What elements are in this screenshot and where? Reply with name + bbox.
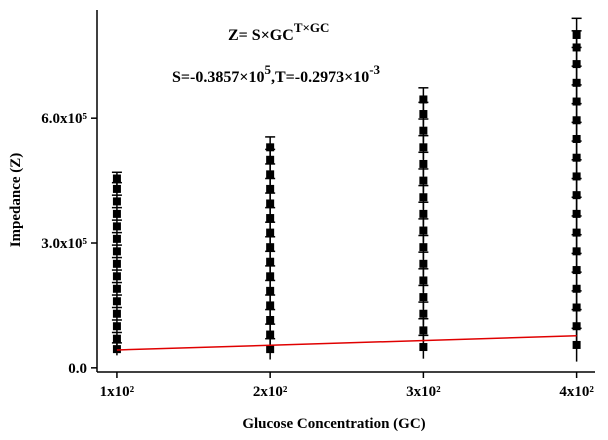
annotation-text: Z= S×GC — [228, 27, 294, 44]
data-point — [419, 110, 428, 119]
annotation-superscript: -3 — [369, 62, 380, 77]
data-point — [266, 243, 275, 252]
data-point — [419, 226, 428, 235]
data-point — [266, 315, 275, 324]
data-point — [572, 78, 581, 87]
data-point — [419, 143, 428, 152]
data-point — [572, 340, 581, 349]
annotation-text: S=-0.3857×10 — [172, 69, 264, 86]
data-point — [266, 184, 275, 193]
data-point — [266, 286, 275, 295]
data-point — [572, 30, 581, 39]
data-point — [572, 153, 581, 162]
data-point — [112, 345, 121, 354]
data-point — [572, 97, 581, 106]
data-point — [112, 222, 121, 231]
x-axis-title: Glucose Concentration (GC) — [242, 416, 425, 432]
data-point — [419, 276, 428, 285]
data-point — [419, 259, 428, 268]
data-point — [419, 176, 428, 185]
y-tick-label: 6.0x10⁵ — [41, 111, 87, 127]
data-point — [572, 284, 581, 293]
x-tick-label: 1x10² — [100, 384, 135, 400]
data-point — [419, 309, 428, 318]
data-point — [419, 243, 428, 252]
data-point — [112, 234, 121, 243]
data-point — [112, 247, 121, 256]
x-tick-label: 4x10² — [559, 384, 594, 400]
y-axis-title: Impedance (Z) — [8, 153, 24, 248]
data-point — [112, 209, 121, 218]
fit-line — [116, 335, 577, 351]
data-point — [419, 209, 428, 218]
data-point — [572, 322, 581, 331]
data-point — [266, 345, 275, 354]
annotation-text: ,T=-0.2973×10 — [271, 69, 369, 86]
data-point — [112, 284, 121, 293]
data-point — [419, 343, 428, 352]
data-point — [266, 214, 275, 223]
annotation: Z= S×GCT×GC — [228, 20, 329, 44]
data-point — [419, 293, 428, 302]
y-tick-label: 3.0x10⁵ — [41, 236, 87, 252]
data-point — [572, 209, 581, 218]
data-point — [266, 228, 275, 237]
data-point — [112, 259, 121, 268]
data-point — [572, 228, 581, 237]
x-tick-label: 2x10² — [253, 384, 288, 400]
data-point — [266, 257, 275, 266]
data-point — [266, 155, 275, 164]
data-point — [112, 322, 121, 331]
annotation: S=-0.3857×105,T=-0.2973×10-3 — [172, 62, 381, 86]
data-point — [266, 143, 275, 152]
data-point — [266, 301, 275, 310]
data-point — [419, 95, 428, 104]
data-point — [112, 272, 121, 281]
data-point — [419, 159, 428, 168]
data-point — [419, 193, 428, 202]
data-point — [572, 303, 581, 312]
data-point — [112, 174, 121, 183]
annotation-superscript: T×GC — [294, 20, 330, 35]
data-point — [572, 116, 581, 125]
data-point — [112, 334, 121, 343]
data-point — [572, 266, 581, 275]
data-point — [266, 272, 275, 281]
y-tick-label: 0.0 — [68, 361, 87, 377]
data-point — [112, 197, 121, 206]
data-point — [572, 247, 581, 256]
data-point — [112, 309, 121, 318]
data-point — [266, 199, 275, 208]
annotation-superscript: 5 — [264, 62, 271, 77]
data-point — [266, 170, 275, 179]
data-point — [266, 330, 275, 339]
x-tick-label: 3x10² — [406, 384, 441, 400]
data-point — [419, 126, 428, 135]
data-point — [112, 297, 121, 306]
data-point — [419, 326, 428, 335]
data-point — [572, 134, 581, 143]
data-point — [572, 191, 581, 200]
data-point — [112, 184, 121, 193]
data-point — [572, 172, 581, 181]
